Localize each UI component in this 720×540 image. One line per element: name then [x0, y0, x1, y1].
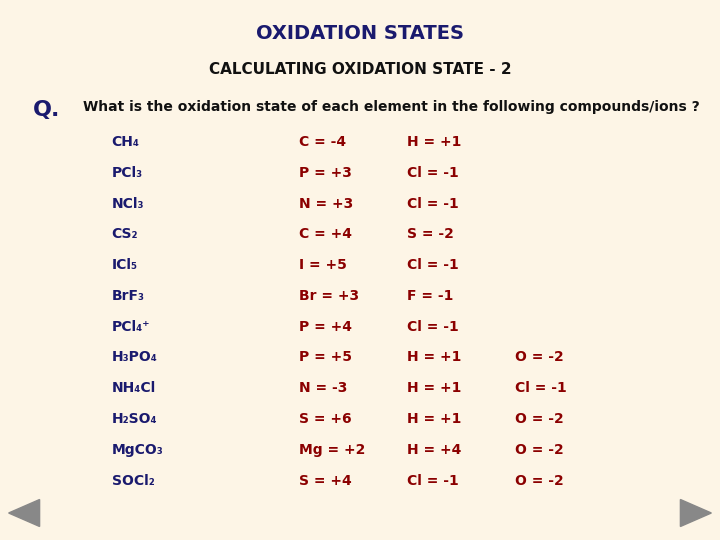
Text: P = +3: P = +3 [299, 166, 351, 180]
Text: H = +1: H = +1 [407, 350, 462, 365]
Text: PCl₄⁺: PCl₄⁺ [112, 320, 150, 334]
Text: O = -2: O = -2 [515, 412, 564, 426]
Text: NH₄Cl: NH₄Cl [112, 381, 156, 395]
Text: CS₂: CS₂ [112, 227, 138, 241]
Text: O = -2: O = -2 [515, 474, 564, 488]
Text: Mg = +2: Mg = +2 [299, 443, 365, 457]
Text: PCl₃: PCl₃ [112, 166, 143, 180]
Text: Cl = -1: Cl = -1 [515, 381, 567, 395]
Text: OXIDATION STATES: OXIDATION STATES [256, 24, 464, 43]
Polygon shape [680, 500, 711, 526]
Text: What is the oxidation state of each element in the following compounds/ions ?: What is the oxidation state of each elem… [83, 100, 700, 114]
Text: CH₄: CH₄ [112, 135, 140, 149]
Text: S = +6: S = +6 [299, 412, 351, 426]
Text: O = -2: O = -2 [515, 443, 564, 457]
Text: I = +5: I = +5 [299, 258, 346, 272]
Text: SOCl₂: SOCl₂ [112, 474, 154, 488]
Text: Cl = -1: Cl = -1 [407, 258, 459, 272]
Text: ICl₅: ICl₅ [112, 258, 138, 272]
Text: Cl = -1: Cl = -1 [407, 320, 459, 334]
Text: N = -3: N = -3 [299, 381, 347, 395]
Text: H₃PO₄: H₃PO₄ [112, 350, 158, 365]
Text: P = +5: P = +5 [299, 350, 352, 365]
Text: H = +1: H = +1 [407, 412, 462, 426]
Text: Cl = -1: Cl = -1 [407, 197, 459, 211]
Text: F = -1: F = -1 [407, 289, 453, 303]
Text: C = +4: C = +4 [299, 227, 352, 241]
Text: Q.: Q. [32, 100, 60, 120]
Text: Cl = -1: Cl = -1 [407, 474, 459, 488]
Text: H = +4: H = +4 [407, 443, 462, 457]
Text: H = +1: H = +1 [407, 381, 462, 395]
Text: MgCO₃: MgCO₃ [112, 443, 163, 457]
Text: S = +4: S = +4 [299, 474, 351, 488]
Text: Br = +3: Br = +3 [299, 289, 359, 303]
Text: C = -4: C = -4 [299, 135, 346, 149]
Text: CALCULATING OXIDATION STATE - 2: CALCULATING OXIDATION STATE - 2 [209, 62, 511, 77]
Text: NCl₃: NCl₃ [112, 197, 144, 211]
Polygon shape [9, 500, 40, 526]
Text: O = -2: O = -2 [515, 350, 564, 365]
Text: N = +3: N = +3 [299, 197, 353, 211]
Text: P = +4: P = +4 [299, 320, 352, 334]
Text: H = +1: H = +1 [407, 135, 462, 149]
Text: S = -2: S = -2 [407, 227, 454, 241]
Text: H₂SO₄: H₂SO₄ [112, 412, 157, 426]
Text: Cl = -1: Cl = -1 [407, 166, 459, 180]
Text: BrF₃: BrF₃ [112, 289, 145, 303]
